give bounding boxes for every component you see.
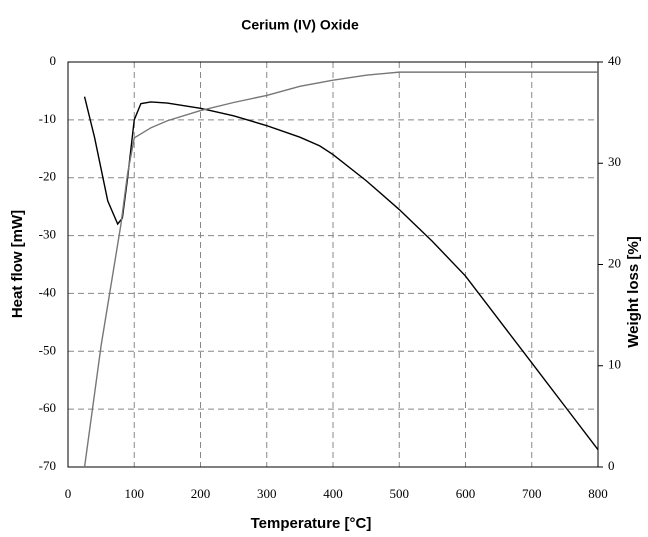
- y-tick-label: -40: [39, 284, 56, 299]
- chart-title: Cerium (IV) Oxide: [241, 17, 359, 33]
- x-tick-label: 600: [456, 486, 476, 501]
- x-tick-label: 200: [191, 486, 211, 501]
- y2-tick-label: 20: [608, 255, 621, 270]
- x-tick-label: 0: [65, 486, 72, 501]
- y2-tick-label: 30: [608, 154, 621, 169]
- x-tick-label: 100: [125, 486, 145, 501]
- y-tick-label: -60: [39, 400, 56, 415]
- y-tick-label: -20: [39, 169, 56, 184]
- x-tick-label: 700: [522, 486, 542, 501]
- x-tick-label: 300: [257, 486, 277, 501]
- y-tick-label: -10: [39, 111, 56, 126]
- y2-tick-label: 0: [608, 458, 615, 473]
- y-tick-label: -70: [39, 458, 56, 473]
- data-line: [83, 71, 598, 468]
- data-line: [83, 96, 599, 451]
- plot-frame: [67, 61, 599, 468]
- y2-tick-label: 10: [608, 357, 621, 372]
- x-tick-label: 500: [390, 486, 410, 501]
- x-tick-label: 800: [588, 486, 608, 501]
- x-axis-label: Temperature [°C]: [251, 515, 372, 532]
- y-tick-label: 0: [50, 53, 57, 68]
- y2-tick-label: 40: [608, 53, 621, 68]
- x-tick-label: 400: [323, 486, 343, 501]
- y-tick-label: -50: [39, 342, 56, 357]
- y-axis-label: Heat flow [mW]: [9, 210, 26, 318]
- y-tick-label: -30: [39, 227, 56, 242]
- y2-axis-label: Weight loss [%]: [625, 236, 642, 347]
